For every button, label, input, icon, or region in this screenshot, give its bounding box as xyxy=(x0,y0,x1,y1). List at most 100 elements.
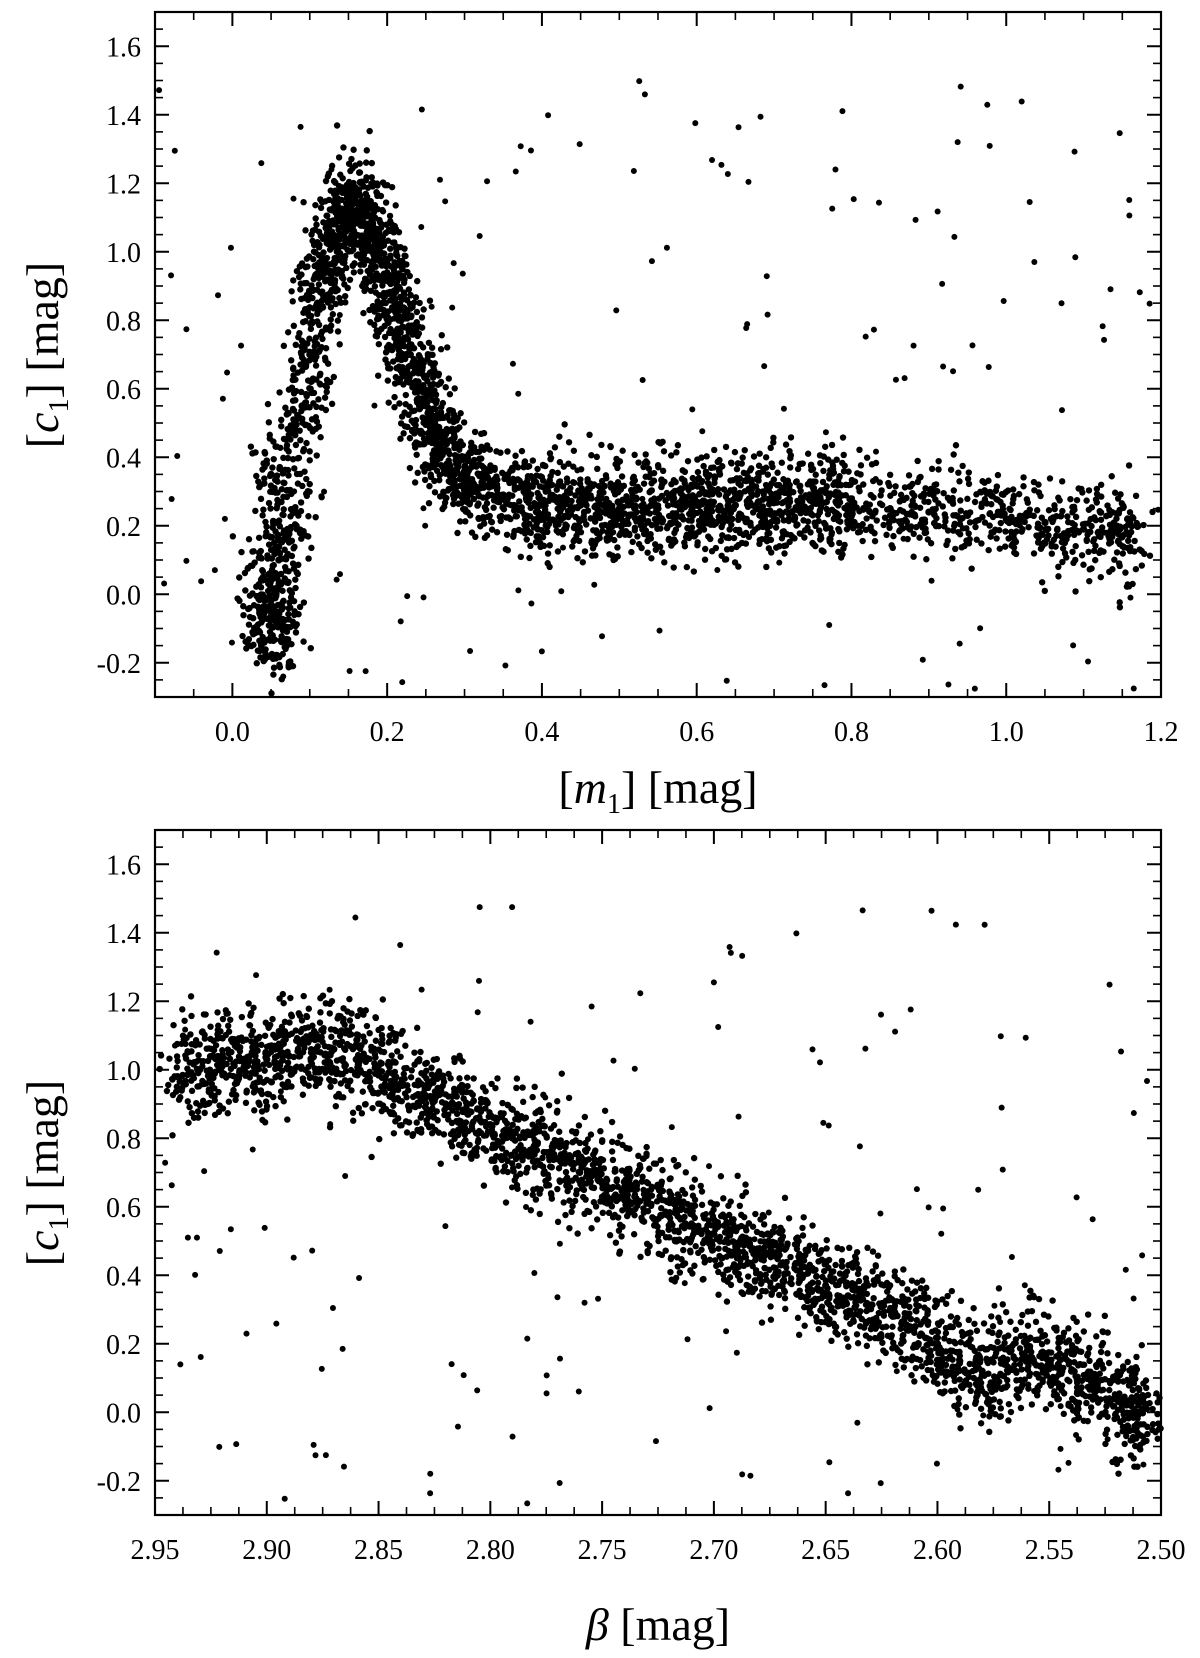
data-point-outlier xyxy=(362,668,369,675)
data-point-outlier xyxy=(919,656,926,663)
y-axis-title-top: [c1] [mag] xyxy=(17,262,75,448)
data-point-outlier xyxy=(321,488,328,495)
data-point xyxy=(173,1053,181,1060)
data-point xyxy=(173,1064,181,1071)
data-point xyxy=(424,377,431,385)
data-point xyxy=(772,524,780,531)
data-point xyxy=(218,1062,226,1070)
data-point xyxy=(807,510,815,518)
data-point xyxy=(290,505,298,513)
data-point xyxy=(242,1099,250,1107)
data-point xyxy=(169,1091,177,1099)
data-point xyxy=(194,1108,202,1115)
data-point xyxy=(410,370,417,377)
data-point xyxy=(925,508,933,516)
data-point xyxy=(342,236,350,243)
data-point xyxy=(334,317,342,324)
data-point xyxy=(264,555,271,562)
data-point xyxy=(326,1010,333,1017)
data-point xyxy=(348,155,355,163)
data-point xyxy=(381,333,389,341)
data-point-outlier xyxy=(1031,258,1038,265)
data-point xyxy=(583,521,590,528)
data-point xyxy=(315,396,322,403)
data-point xyxy=(502,546,510,553)
data-point xyxy=(245,1000,252,1007)
data-point xyxy=(318,344,325,351)
data-point xyxy=(1111,489,1119,496)
data-point-outlier xyxy=(901,375,908,382)
data-point-outlier xyxy=(656,627,663,634)
data-point xyxy=(733,465,741,473)
data-point xyxy=(291,543,298,551)
data-point xyxy=(386,343,393,350)
data-point-outlier xyxy=(333,576,340,583)
data-point xyxy=(1008,513,1015,520)
data-point xyxy=(396,257,403,265)
data-point xyxy=(163,1087,171,1095)
data-point xyxy=(282,436,290,443)
data-point xyxy=(784,477,792,484)
data-point xyxy=(596,495,603,503)
data-point-outlier xyxy=(363,213,370,220)
data-point-outlier xyxy=(764,311,771,318)
data-point xyxy=(317,331,325,338)
data-point xyxy=(735,526,743,534)
data-point xyxy=(444,344,451,351)
data-point xyxy=(654,462,662,469)
data-point xyxy=(640,522,648,529)
data-point xyxy=(445,375,453,382)
data-point xyxy=(486,480,493,488)
data-point xyxy=(845,468,852,475)
data-point xyxy=(370,208,378,216)
data-point xyxy=(317,381,324,388)
data-point xyxy=(845,481,853,489)
data-point-outlier xyxy=(559,544,566,551)
data-point xyxy=(870,494,877,501)
data-point xyxy=(611,491,619,498)
data-point xyxy=(264,1022,272,1029)
data-point-outlier xyxy=(447,485,454,492)
data-point xyxy=(553,486,560,493)
data-point xyxy=(344,1008,351,1015)
data-point xyxy=(710,520,718,528)
data-point xyxy=(327,316,334,323)
data-point xyxy=(234,595,241,602)
data-point xyxy=(847,501,856,509)
data-point-outlier xyxy=(393,252,400,259)
data-point xyxy=(742,518,750,526)
data-point xyxy=(384,289,391,296)
data-point xyxy=(383,269,391,276)
data-point xyxy=(305,312,313,320)
x-tick-label: 2.75 xyxy=(578,1535,627,1566)
data-point xyxy=(619,496,626,504)
data-point xyxy=(313,452,320,459)
data-point xyxy=(989,493,996,500)
data-point xyxy=(1002,489,1010,496)
data-point xyxy=(314,238,321,246)
data-point xyxy=(276,389,283,396)
data-point xyxy=(221,1070,228,1077)
data-point xyxy=(306,1074,314,1082)
data-point xyxy=(815,517,822,525)
data-point-outlier xyxy=(161,580,168,587)
data-point xyxy=(613,484,620,492)
data-point xyxy=(261,1119,269,1126)
data-point xyxy=(393,245,400,253)
data-point xyxy=(277,601,284,608)
x-tick-label: 2.65 xyxy=(801,1535,850,1566)
data-point xyxy=(366,271,374,278)
data-point xyxy=(754,488,762,495)
data-point-outlier xyxy=(171,147,178,154)
data-point xyxy=(761,512,769,520)
data-point xyxy=(372,226,379,233)
data-point xyxy=(255,1078,262,1086)
data-point xyxy=(418,314,426,321)
data-point-outlier xyxy=(1058,300,1065,307)
data-point xyxy=(396,300,404,307)
data-point xyxy=(690,568,698,575)
data-point xyxy=(679,504,686,512)
data-point xyxy=(397,293,404,301)
data-point xyxy=(1010,495,1017,503)
data-point xyxy=(1146,552,1154,559)
